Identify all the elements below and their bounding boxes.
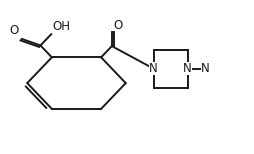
- Text: N: N: [200, 62, 209, 75]
- Text: OH: OH: [53, 20, 70, 33]
- Text: N: N: [149, 62, 158, 75]
- Text: O: O: [113, 19, 122, 32]
- Text: O: O: [10, 24, 19, 37]
- Text: N: N: [183, 62, 192, 75]
